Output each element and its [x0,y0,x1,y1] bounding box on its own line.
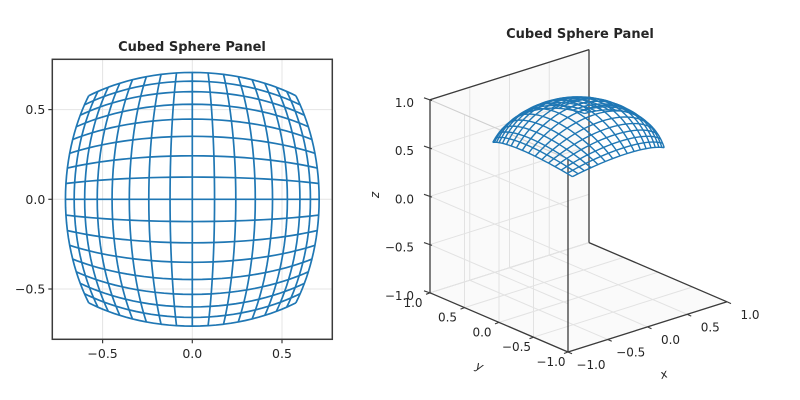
floor-grid-y [498,271,659,323]
x-tick-mark [607,338,612,342]
mesh-line [295,95,320,304]
mesh-line [207,72,216,326]
y-tick-mark [563,351,569,355]
mesh-line [72,118,313,141]
y-tick-mark [494,321,500,325]
box-edge [588,242,728,303]
3d-subplot: −1.0 −1.0 −1.0 −0.5 −0.5 −0.5 0.0 0.0 0.0 0.5 0.5 0… [385,48,760,372]
y-tick-label: −0.5 [15,282,45,297]
x-tick-label: 0.0 [661,333,680,347]
2d-title: Cubed Sphere Panel [118,40,266,55]
z-tick-label: 0.5 [395,144,414,158]
mesh-line [584,109,665,148]
mesh-line [251,79,274,320]
3d-xlabel: x [657,366,670,382]
x-tick-label: −0.5 [616,345,645,359]
x-tick-label: 0.5 [701,320,720,334]
mesh-line [565,100,656,148]
mesh-line [237,76,257,323]
x-tick-label: −1.0 [576,358,605,372]
y-tick-label: 0.5 [438,311,457,325]
mesh-line [492,107,585,143]
mesh-line [69,135,316,155]
y-tick-mark [460,307,465,310]
z-tick-label: 1.0 [395,96,414,110]
wireframe-mesh-3d [492,96,665,178]
y-tick-label: −1.0 [536,355,565,369]
mesh-line [578,106,663,148]
x-tick-mark [647,326,652,330]
3d-title: Cubed Sphere Panel [506,27,654,42]
x-tick-mark [567,351,573,355]
left-wall-grid-z [429,147,569,208]
box-edge-light [429,99,569,160]
y-tick-label: 0.5 [25,102,45,117]
z-tick-mark [423,97,433,102]
x-tick-mark [687,313,692,317]
3d-ylabel: y [473,358,487,374]
mesh-line [495,101,597,143]
z-tick-mark [423,193,433,198]
y-tick-label: −0.5 [502,340,531,354]
x-tick-label: −0.5 [87,346,117,361]
z-tick-mark [423,290,433,295]
mesh-line [67,154,318,169]
mesh-line [264,82,289,316]
y-tick-label: 0.0 [25,192,45,207]
2d-subplot: −0.5 0.0 0.5 −0.5 0.0 0.5 [15,58,334,361]
x-tick-label: 0.5 [272,346,292,361]
mesh-line [275,86,301,312]
x-tick-mark [726,301,732,305]
z-tick-mark [423,145,433,150]
wireframe-mesh-2d [64,71,320,327]
z-tick-mark [423,242,433,246]
mesh-line [572,103,660,148]
z-tick-label: −1.0 [385,289,414,303]
mesh-line [222,74,237,325]
mesh-line [65,176,319,185]
z-tick-label: 0.0 [395,192,414,206]
floor-grid-y [464,256,624,309]
x-tick-label: 1.0 [740,308,759,322]
mesh-line [84,80,301,106]
3d-zlabel: z [368,191,382,199]
mesh-line [285,91,312,308]
mesh-line [75,103,309,128]
y-tick-mark [529,336,534,340]
floor-grid-x [549,254,688,315]
y-tick-mark [425,292,431,295]
floor-grid-y [429,242,590,294]
mesh-line [498,99,603,143]
box-edge [429,48,590,101]
z-tick-label: −0.5 [385,241,414,255]
y-tick-label: 1.0 [403,296,422,310]
mesh-line [79,90,305,117]
y-tick-label: 0.0 [472,325,491,339]
mesh-line [88,71,297,97]
x-tick-label: 0.0 [182,346,202,361]
